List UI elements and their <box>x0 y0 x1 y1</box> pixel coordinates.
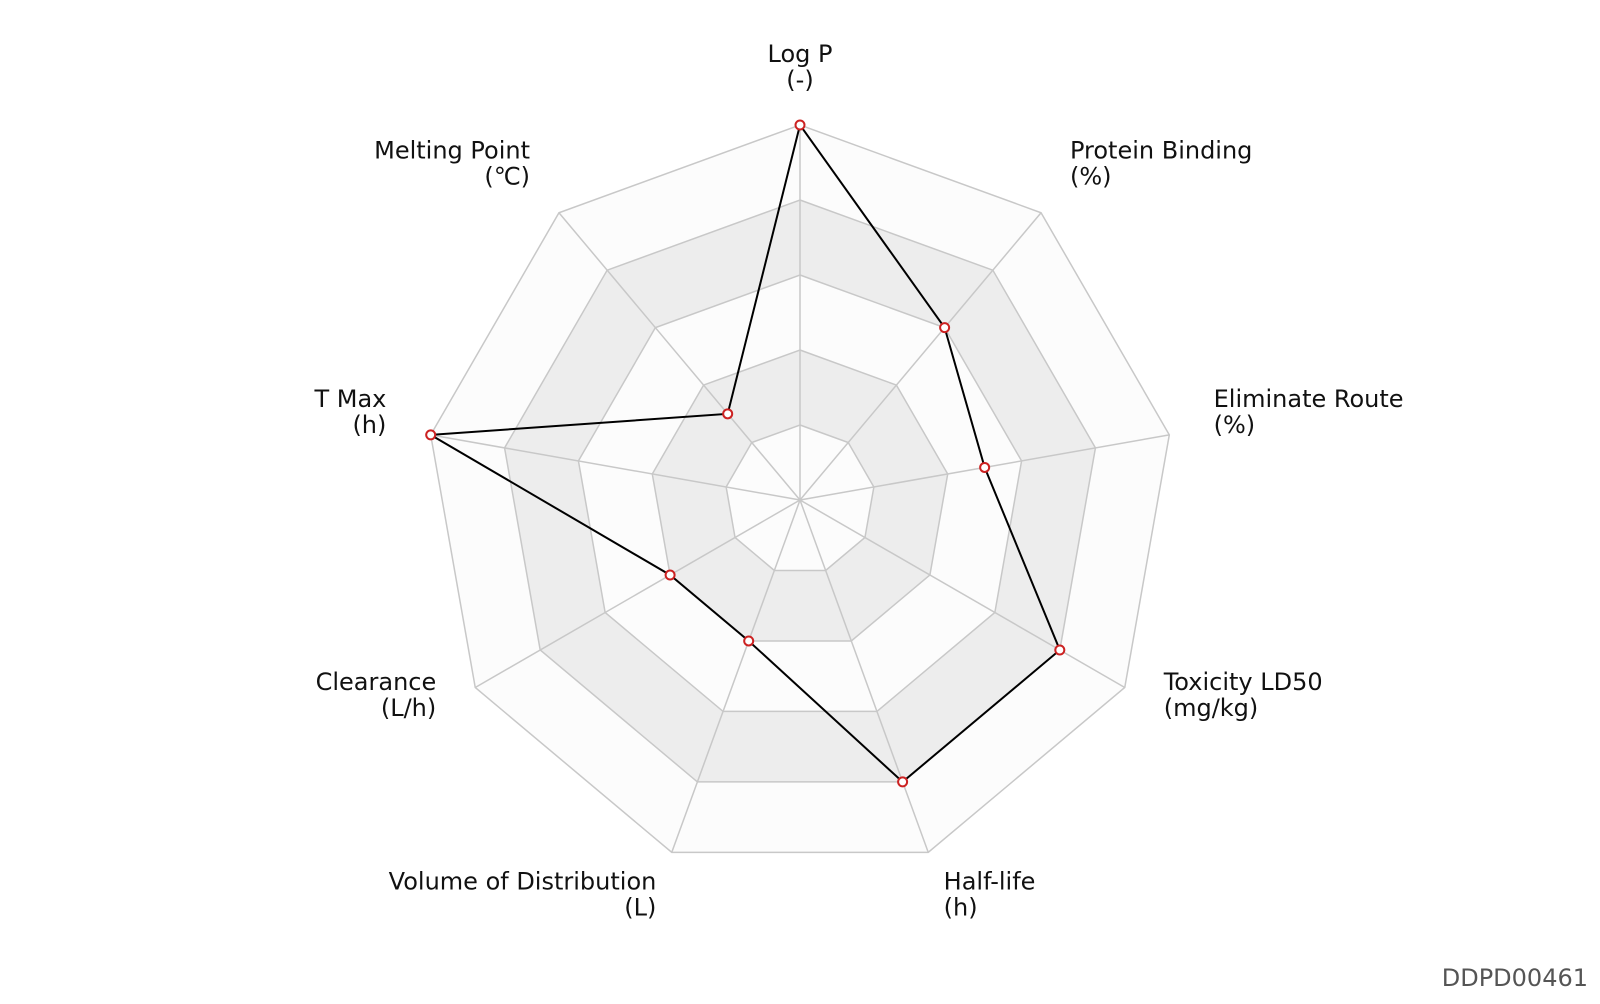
data-point <box>940 323 949 332</box>
axis-unit: (h) <box>944 894 978 922</box>
data-point <box>426 430 435 439</box>
axis-label: Log P <box>768 40 833 68</box>
watermark-id: DDPD00461 <box>1442 964 1588 992</box>
axis-label: Protein Binding <box>1070 136 1252 164</box>
axis-label: T Max <box>313 385 386 413</box>
axis-unit: (L) <box>624 894 656 922</box>
axis-unit: (-) <box>786 66 813 94</box>
axis-unit: (℃) <box>484 162 530 190</box>
axis-unit: (%) <box>1070 162 1112 190</box>
axis-label: Volume of Distribution <box>389 868 657 896</box>
axis-unit: (L/h) <box>381 694 436 722</box>
data-point <box>723 409 732 418</box>
data-point <box>744 636 753 645</box>
axis-label: Eliminate Route <box>1214 385 1404 413</box>
data-point <box>980 463 989 472</box>
data-point <box>1055 646 1064 655</box>
axis-unit: (%) <box>1214 411 1256 439</box>
axis-label: Melting Point <box>374 136 530 164</box>
data-point <box>666 571 675 580</box>
data-point <box>898 777 907 786</box>
axis-label: Half-life <box>944 868 1036 896</box>
axis-unit: (h) <box>352 411 386 439</box>
axis-unit: (mg/kg) <box>1164 694 1259 722</box>
data-point <box>796 121 805 130</box>
axis-label: Toxicity LD50 <box>1163 668 1323 696</box>
axis-label: Clearance <box>316 668 437 696</box>
